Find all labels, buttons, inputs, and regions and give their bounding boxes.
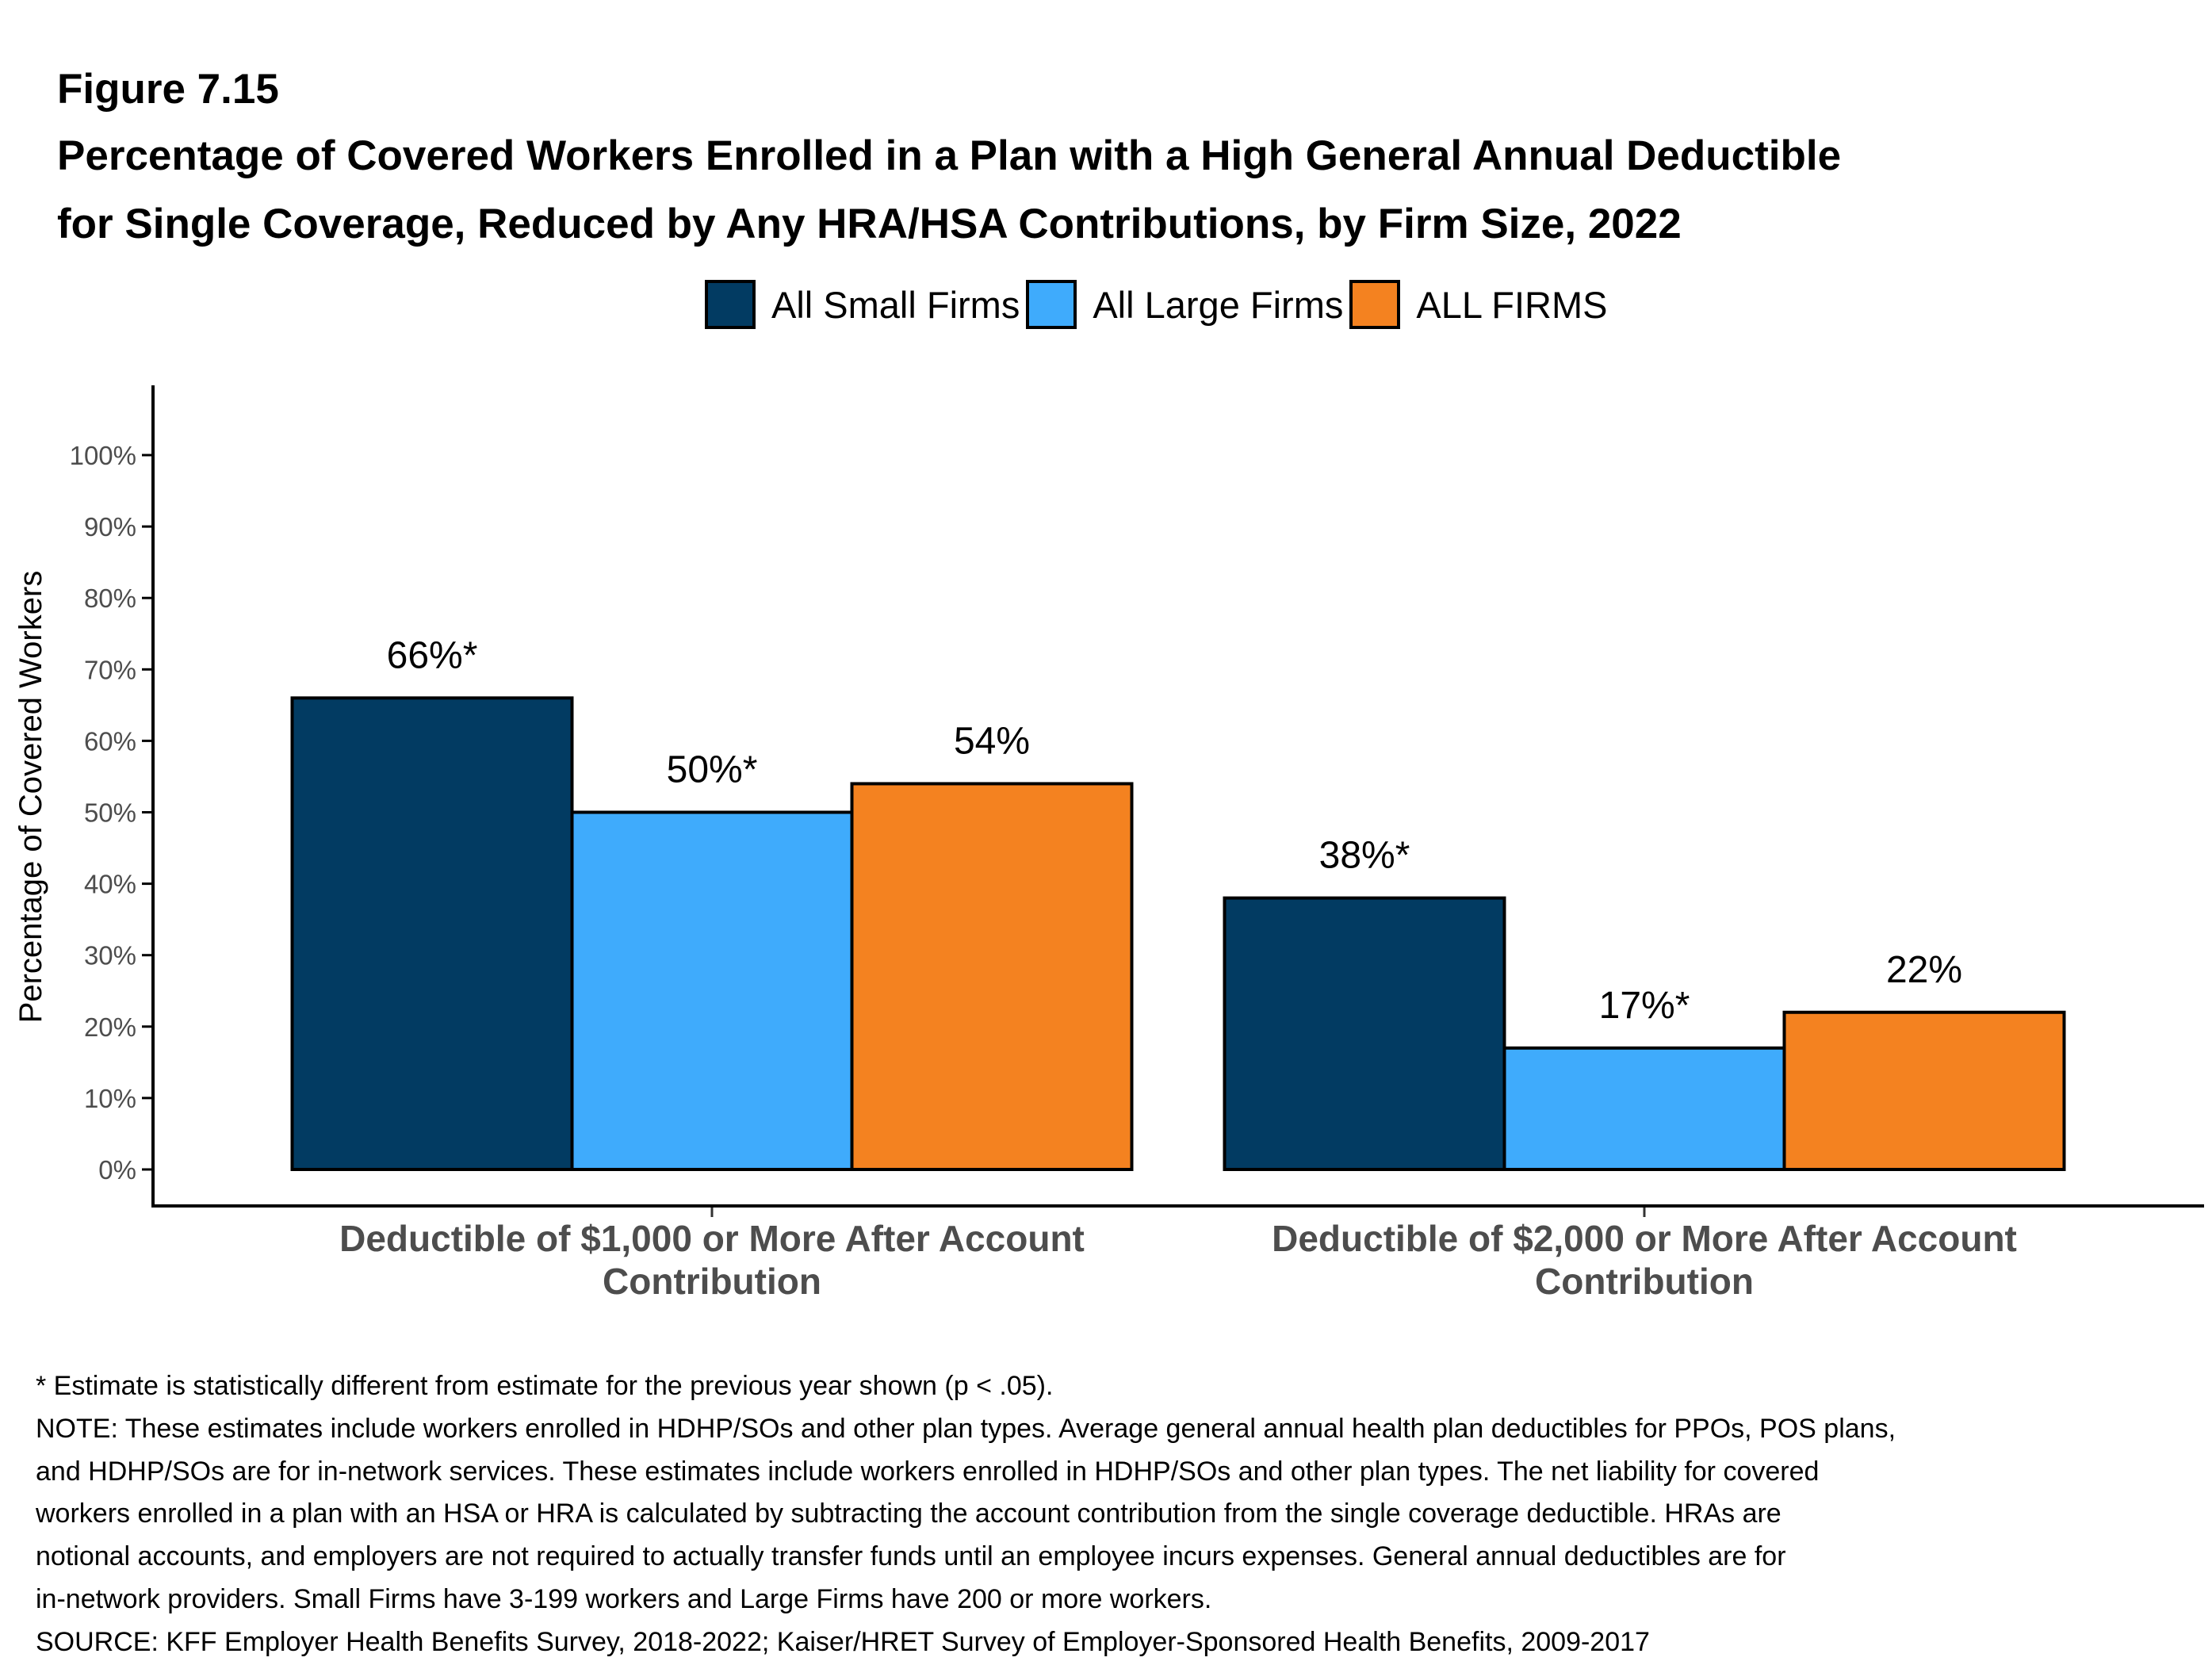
note-line: workers enrolled in a plan with an HSA o…: [36, 1498, 1781, 1529]
y-tick-label: 20%: [84, 1012, 136, 1042]
x-axis-category-labels: Deductible of $1,000 or More After Accou…: [339, 1206, 2017, 1302]
x-category-label: Deductible of $1,000 or More After Accou…: [339, 1218, 1085, 1259]
y-tick-label: 0%: [98, 1155, 136, 1185]
bar-data-label: 17%*: [1599, 985, 1690, 1027]
legend-swatch-all-firms: [1349, 280, 1401, 329]
bar-data-label: 66%*: [387, 634, 478, 676]
y-axis-title: Percentage of Covered Workers: [13, 571, 48, 1024]
y-axis-ticks: 0% 10% 20% 30% 40% 50% 60% 70% 80% 90% 100%: [70, 441, 153, 1185]
bar-data-label: 54%: [954, 720, 1030, 762]
notes: * Estimate is statistically different fr…: [36, 1365, 1896, 1664]
y-tick-label: 100%: [70, 441, 136, 470]
y-tick-label: 70%: [84, 655, 136, 684]
legend-item-all-firms: ALL FIRMS: [1349, 280, 1608, 329]
y-tick-label: 30%: [84, 941, 136, 970]
legend-swatch-large-firms: [1026, 280, 1077, 329]
bar-data-label: 38%*: [1319, 835, 1410, 877]
legend-item-small-firms: All Small Firms: [705, 280, 1020, 329]
x-category-label: Deductible of $2,000 or More After Accou…: [1272, 1218, 2017, 1259]
legend-label-all-firms: ALL FIRMS: [1416, 283, 1608, 326]
x-category-label: Contribution: [603, 1261, 821, 1302]
y-tick-label: 10%: [84, 1084, 136, 1113]
bar-all-large-firms: [1502, 1046, 1786, 1171]
figure-label: Figure 7.15: [57, 66, 279, 113]
legend: All Small Firms All Large Firms ALL FIRM…: [705, 278, 1614, 331]
chart-title-line-1: Percentage of Covered Workers Enrolled i…: [57, 132, 1842, 179]
legend-label-large-firms: All Large Firms: [1093, 283, 1344, 326]
y-tick-label: 60%: [84, 726, 136, 756]
y-tick-label: 90%: [84, 512, 136, 542]
bar-data-label: 22%: [1886, 949, 1962, 991]
note-significance: * Estimate is statistically different fr…: [36, 1371, 1054, 1401]
note-line: and HDHP/SOs are for in-network services…: [36, 1456, 1820, 1487]
y-tick-label: 50%: [84, 798, 136, 828]
bar-all-firms: [1782, 1010, 2066, 1172]
bar-all-firms: [850, 782, 1134, 1172]
x-category-label: Contribution: [1535, 1261, 1754, 1302]
legend-item-large-firms: All Large Firms: [1026, 280, 1343, 329]
bars: [290, 696, 2066, 1172]
note-line: in-network providers. Small Firms have 3…: [36, 1583, 1212, 1614]
legend-label-small-firms: All Small Firms: [771, 283, 1020, 326]
y-tick-label: 80%: [84, 584, 136, 613]
legend-swatch-small-firms: [705, 280, 756, 329]
y-tick-label: 40%: [84, 870, 136, 899]
bar-all-small-firms: [1223, 896, 1506, 1171]
bar-all-large-firms: [570, 810, 854, 1171]
bar-data-label: 50%*: [667, 749, 758, 791]
chart-title-line-2: for Single Coverage, Reduced by Any HRA/…: [57, 201, 1682, 247]
bar-all-small-firms: [290, 696, 574, 1171]
bar-data-labels: 66%* 50%* 54% 38%* 17%* 22%: [387, 634, 1962, 1026]
note-line: notional accounts, and employers are not…: [36, 1541, 1786, 1572]
bar-chart: 0% 10% 20% 30% 40% 50% 60% 70% 80% 90% 100% 66%* 50…: [13, 385, 2204, 1302]
note-source: SOURCE: KFF Employer Health Benefits Sur…: [36, 1626, 1650, 1657]
note-line: NOTE: These estimates include workers en…: [36, 1413, 1896, 1444]
